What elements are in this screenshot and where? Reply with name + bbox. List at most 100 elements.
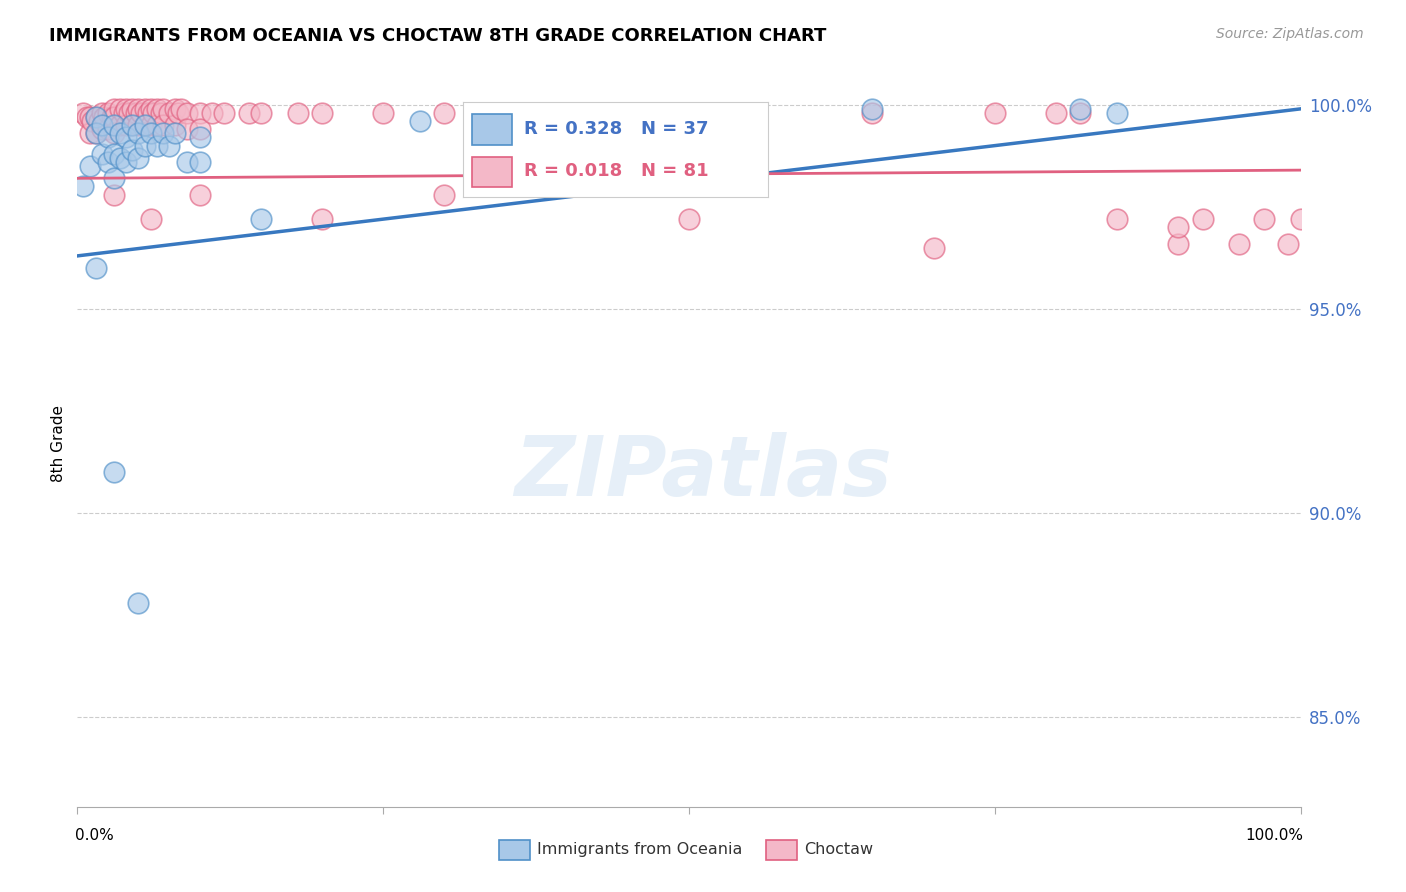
Point	[409, 114, 432, 128]
Point	[108, 127, 131, 141]
Point	[1253, 212, 1275, 227]
Point	[127, 118, 149, 132]
Point	[90, 122, 112, 136]
Point	[238, 106, 260, 120]
Point	[127, 102, 149, 116]
Point	[142, 106, 165, 120]
Point	[118, 106, 141, 120]
Point	[76, 110, 98, 124]
Point	[125, 106, 148, 120]
Point	[139, 118, 162, 132]
Point	[1167, 236, 1189, 251]
Point	[89, 114, 111, 128]
Point	[129, 106, 152, 120]
Text: Choctaw: Choctaw	[804, 842, 873, 856]
Point	[250, 212, 273, 227]
Point	[495, 106, 517, 120]
Point	[146, 118, 169, 132]
Point	[115, 155, 138, 169]
Point	[97, 130, 120, 145]
Point	[1069, 106, 1091, 120]
Point	[108, 102, 131, 116]
Point	[433, 106, 456, 120]
Point	[103, 118, 125, 132]
Point	[250, 106, 273, 120]
Point	[176, 155, 198, 169]
Point	[146, 102, 169, 116]
Point	[433, 187, 456, 202]
Point	[188, 122, 211, 136]
Point	[139, 127, 162, 141]
Point	[188, 130, 211, 145]
Point	[121, 118, 143, 132]
Point	[134, 102, 156, 116]
Point	[371, 106, 394, 120]
Point	[112, 106, 135, 120]
Point	[555, 106, 578, 120]
Text: ZIPatlas: ZIPatlas	[515, 433, 891, 513]
Text: IMMIGRANTS FROM OCEANIA VS CHOCTAW 8TH GRADE CORRELATION CHART: IMMIGRANTS FROM OCEANIA VS CHOCTAW 8TH G…	[49, 27, 827, 45]
Text: Source: ZipAtlas.com: Source: ZipAtlas.com	[1216, 27, 1364, 41]
Point	[146, 138, 169, 153]
Point	[103, 146, 125, 161]
Point	[188, 106, 211, 120]
Point	[188, 155, 211, 169]
Point	[103, 171, 125, 186]
Point	[212, 106, 235, 120]
Point	[90, 146, 112, 161]
Point	[139, 212, 162, 227]
Point	[311, 212, 333, 227]
Point	[84, 110, 107, 124]
Point	[170, 102, 193, 116]
Point	[1191, 212, 1213, 227]
Point	[90, 106, 112, 120]
Point	[103, 110, 125, 124]
Point	[157, 138, 180, 153]
Point	[127, 596, 149, 610]
Point	[80, 114, 103, 128]
Point	[84, 127, 107, 141]
Point	[165, 102, 187, 116]
Point	[678, 212, 700, 227]
Point	[115, 118, 138, 132]
Point	[176, 106, 198, 120]
Point	[149, 106, 172, 120]
Point	[121, 102, 143, 116]
Point	[152, 102, 174, 116]
Point	[97, 122, 120, 136]
Point	[678, 106, 700, 120]
Point	[93, 110, 115, 124]
Point	[79, 110, 101, 124]
Point	[103, 466, 125, 480]
Point	[1167, 220, 1189, 235]
Point	[136, 106, 159, 120]
Point	[862, 106, 884, 120]
Point	[134, 118, 156, 132]
Point	[97, 155, 120, 169]
Point	[1069, 102, 1091, 116]
Point	[134, 118, 156, 132]
Point	[152, 127, 174, 141]
Point	[201, 106, 224, 120]
Point	[1045, 106, 1067, 120]
Point	[152, 118, 174, 132]
Point	[127, 151, 149, 165]
Point	[287, 106, 309, 120]
Point	[311, 106, 333, 120]
Point	[1289, 212, 1312, 227]
Point	[115, 130, 138, 145]
Point	[165, 118, 187, 132]
Point	[97, 106, 120, 120]
Point	[139, 102, 162, 116]
Point	[1277, 236, 1299, 251]
Point	[72, 179, 94, 194]
Point	[1107, 106, 1129, 120]
Point	[1229, 236, 1251, 251]
Point	[984, 106, 1007, 120]
Point	[166, 106, 188, 120]
Point	[1107, 212, 1129, 227]
Point	[740, 106, 762, 120]
Text: 0.0%: 0.0%	[75, 828, 114, 843]
Point	[100, 110, 122, 124]
Point	[157, 106, 180, 120]
